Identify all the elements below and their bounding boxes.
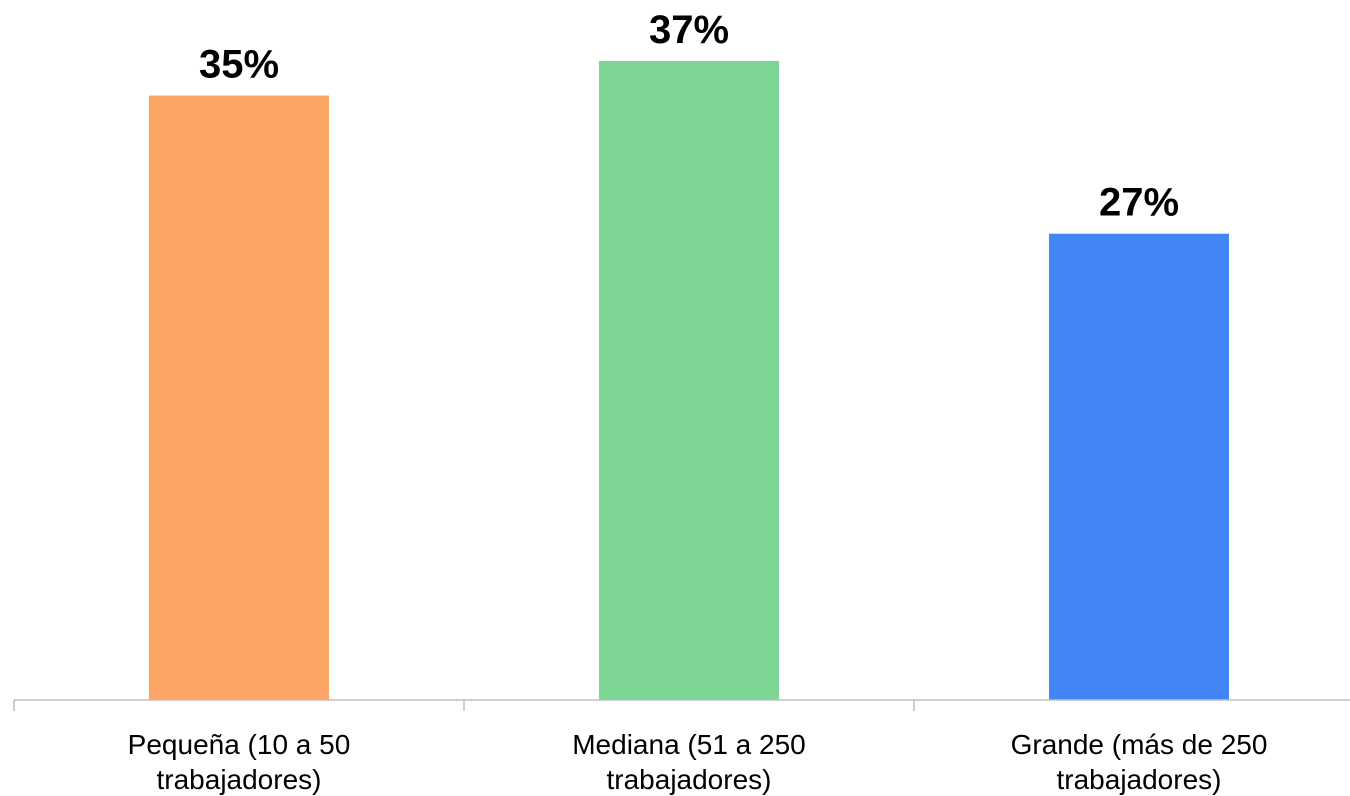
data-label: 37% (649, 8, 729, 52)
category-label-line: trabajadores) (1057, 764, 1222, 795)
x-axis-tick-labels: Pequeña (10 a 50 trabajadores)Mediana (51… (128, 729, 1268, 795)
data-label: 35% (199, 43, 279, 87)
x-axis-ticks (13, 700, 915, 711)
category-label-line: Mediana (51 a 250 (572, 729, 806, 760)
value-labels-group: 35% 37% 27% (199, 8, 1179, 225)
bars-group (149, 61, 1229, 701)
category-label: Grande (más de 250 trabajadores) (1011, 729, 1268, 795)
category-label-line: trabajadores) (607, 764, 772, 795)
bar (1049, 233, 1229, 700)
category-label: Pequeña (10 a 50 trabajadores) (128, 729, 351, 795)
data-label: 27% (1099, 181, 1179, 225)
bar (599, 61, 779, 700)
category-label-line: trabajadores) (157, 764, 322, 795)
bar (149, 95, 329, 701)
category-label-line: Grande (más de 250 (1011, 729, 1268, 760)
category-label: Mediana (51 a 250 trabajadores) (572, 729, 806, 795)
category-label-line: Pequeña (10 a 50 (128, 729, 351, 760)
